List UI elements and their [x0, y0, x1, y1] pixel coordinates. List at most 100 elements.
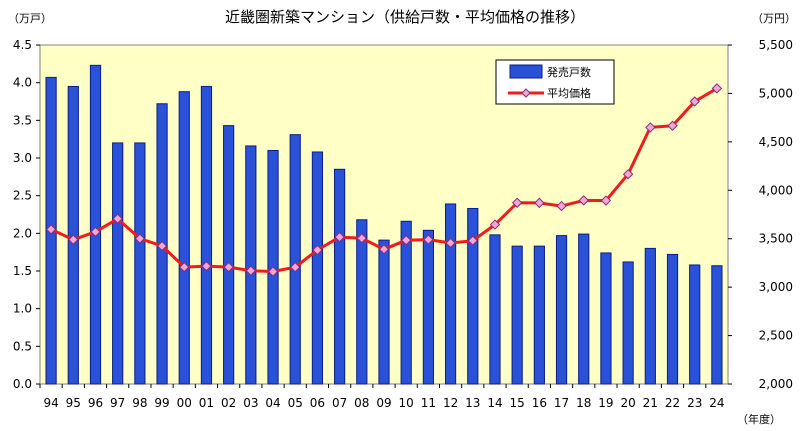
price-point [711, 83, 723, 94]
right-tick-label: 2,000 [759, 377, 793, 391]
x-tick-label: 09 [376, 396, 391, 410]
price-point [267, 266, 279, 277]
left-tick-label: 0.0 [13, 377, 32, 391]
price-point [223, 261, 234, 273]
price-point [156, 240, 168, 252]
x-tick-label: 02 [221, 396, 236, 410]
left-tick-label: 2.5 [13, 189, 32, 203]
price-point [622, 169, 634, 180]
right-tick-label: 4,000 [759, 183, 793, 197]
bar [444, 203, 457, 385]
x-tick-label: 10 [399, 396, 414, 410]
bar [289, 134, 301, 385]
price-point [134, 233, 146, 244]
x-tick-label: 23 [687, 396, 702, 410]
price-point [201, 260, 212, 272]
bar [533, 245, 545, 385]
right-axis-unit: （万円） [752, 12, 796, 25]
bar [311, 151, 324, 385]
price-point [45, 224, 57, 235]
x-tick-label: 99 [154, 396, 169, 410]
x-tick-label: 21 [643, 396, 658, 410]
price-point [534, 197, 545, 209]
right-tick-label: 5,500 [759, 38, 793, 52]
bar [245, 145, 257, 385]
left-tick-label: 3.5 [13, 113, 32, 127]
right-tick-label: 4,500 [759, 135, 793, 149]
x-tick-label: 16 [532, 396, 547, 410]
left-tick-label: 1.5 [13, 264, 32, 278]
left-tick-label: 4.0 [13, 76, 32, 90]
x-tick-label: 15 [510, 396, 525, 410]
right-tick-label: 5,000 [759, 86, 793, 100]
bar [89, 64, 102, 385]
x-tick-label: 97 [110, 396, 125, 410]
x-tick-label: 01 [199, 396, 214, 410]
bar [223, 125, 235, 385]
bar [578, 233, 590, 385]
x-tick-label: 03 [243, 396, 258, 410]
price-point [312, 244, 323, 256]
price-point [290, 261, 301, 273]
left-tick-label: 4.5 [13, 38, 32, 52]
x-tick-label: 98 [132, 396, 147, 410]
bar [378, 239, 390, 385]
x-tick-label: 95 [66, 396, 81, 410]
x-tick-label: 04 [265, 396, 280, 410]
bar [511, 245, 523, 385]
bar [400, 220, 412, 385]
x-tick-label: 22 [665, 396, 680, 410]
bar [644, 247, 656, 385]
price-point [667, 120, 678, 131]
x-axis-unit: （年度） [737, 412, 781, 426]
price-point [600, 195, 612, 206]
x-tick-label: 20 [620, 396, 635, 410]
legend-label-line: 平均価格 [547, 86, 591, 100]
bar [600, 252, 612, 385]
price-point [556, 200, 567, 212]
bar [422, 229, 434, 385]
x-tick-label: 11 [421, 396, 436, 410]
bar [134, 142, 146, 385]
x-tick-label: 07 [332, 396, 347, 410]
bar [711, 265, 723, 385]
x-tick-label: 96 [88, 396, 103, 410]
x-tick-label: 00 [177, 396, 192, 410]
bar [689, 264, 701, 385]
bar [555, 235, 568, 385]
price-point [90, 226, 101, 238]
legend-line-marker [521, 88, 531, 98]
price-point [179, 261, 190, 273]
price-point [245, 265, 257, 276]
price-point [578, 195, 589, 206]
bar [467, 207, 479, 385]
legend-bar-swatch [509, 64, 543, 79]
price-point [489, 219, 501, 230]
right-tick-label: 2,500 [759, 329, 793, 343]
price-point [334, 231, 345, 243]
x-tick-label: 24 [709, 396, 724, 410]
price-point [378, 244, 390, 255]
price-point [423, 234, 434, 245]
bar [334, 168, 346, 385]
bar [178, 91, 190, 385]
x-tick-label: 08 [354, 396, 369, 410]
price-point [68, 234, 79, 245]
x-tick-label: 94 [43, 396, 58, 410]
right-tick-label: 3,000 [759, 280, 793, 294]
x-tick-label: 06 [310, 396, 325, 410]
bar [622, 261, 634, 385]
left-tick-label: 1.0 [13, 302, 32, 316]
x-tick-label: 05 [288, 396, 303, 410]
price-point [511, 197, 523, 208]
left-tick-label: 3.0 [13, 151, 32, 165]
x-tick-label: 18 [576, 396, 591, 410]
price-point [400, 234, 412, 246]
x-tick-label: 13 [465, 396, 480, 410]
bar [356, 219, 368, 385]
left-tick-label: 0.5 [13, 339, 32, 353]
bar [666, 253, 679, 385]
